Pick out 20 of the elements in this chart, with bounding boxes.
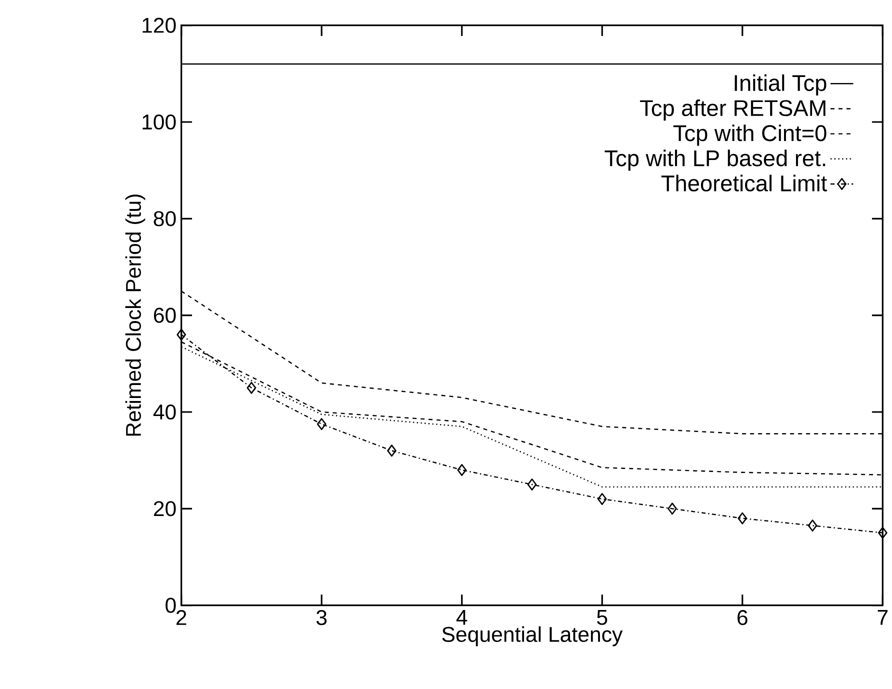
x-tick-label: 3 [316,610,327,625]
y-tick-label: 60 [154,308,176,323]
x-axis-title: Sequential Latency [442,626,623,646]
y-tick-label: 0 [166,598,176,613]
x-tick-label: 6 [738,610,748,625]
legend-label: Initial Tcp [734,74,826,96]
y-tick-label: 100 [142,114,176,130]
x-tick-label: 5 [597,610,608,625]
legend-label: Theoretical Limit [661,174,827,192]
x-tick-label: 4 [456,610,468,625]
legend-label: Tcp with Cint=0 [673,124,826,146]
y-tick-label: 20 [154,500,176,516]
y-axis-title: Retimed Clock Period (tu) [125,194,146,436]
y-tick-label: 120 [142,18,176,33]
x-tick-label: 2 [176,610,186,625]
legend-label: Tcp after RETSAM [640,99,826,120]
y-tick-label: 80 [154,210,176,226]
x-tick-label: 7 [878,610,888,625]
legend-label: Tcp with LP based ret. [604,150,826,171]
y-tick-label: 40 [153,404,176,420]
